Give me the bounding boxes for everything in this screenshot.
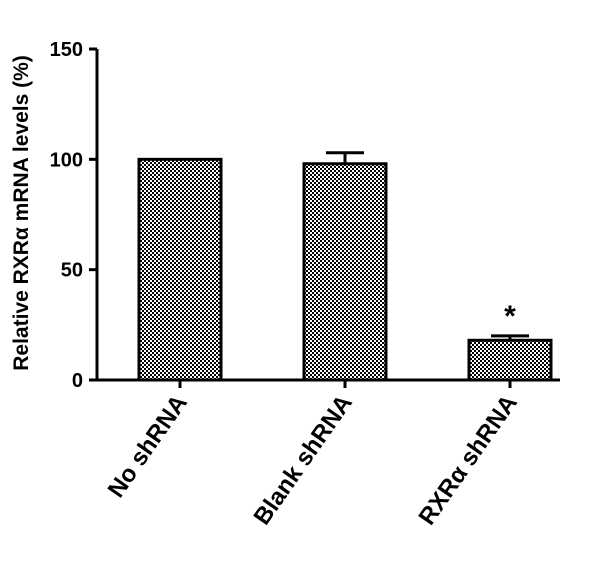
bar [137, 157, 223, 382]
bar [467, 338, 553, 382]
x-category-label: No shRNA [103, 390, 193, 503]
significance-marker: * [504, 300, 516, 333]
y-tick-label: 150 [50, 39, 83, 61]
y-tick-label: 50 [61, 260, 83, 282]
x-category-label: Blank shRNA [249, 390, 358, 530]
x-category-label: RXRα shRNA [414, 390, 523, 530]
y-tick-label: 0 [72, 370, 83, 392]
bar [302, 162, 388, 382]
y-tick-label: 100 [50, 149, 83, 171]
y-axis-title: Relative RXRα mRNA levels (%) [10, 55, 33, 371]
